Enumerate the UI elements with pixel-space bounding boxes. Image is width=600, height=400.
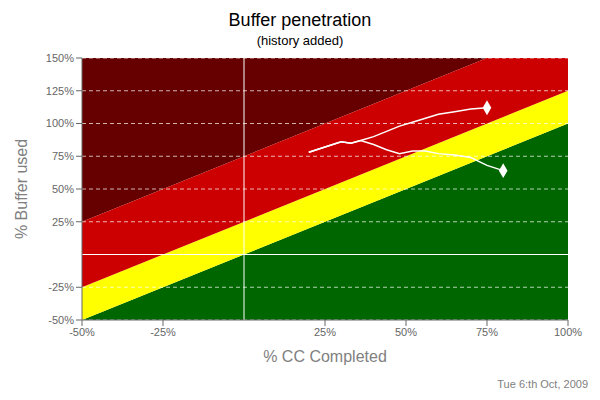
svg-text:% CC Completed: % CC Completed xyxy=(263,348,387,365)
svg-text:-50%: -50% xyxy=(69,326,95,338)
svg-text:150%: 150% xyxy=(46,52,74,64)
svg-text:100%: 100% xyxy=(554,326,582,338)
svg-text:25%: 25% xyxy=(314,326,336,338)
svg-text:50%: 50% xyxy=(395,326,417,338)
svg-text:50%: 50% xyxy=(52,183,74,195)
svg-text:75%: 75% xyxy=(476,326,498,338)
svg-text:-25%: -25% xyxy=(150,326,176,338)
html-text:Tue 6:th Oct, 2009: Tue 6:th Oct, 2009 xyxy=(497,378,588,390)
svg-text:-25%: -25% xyxy=(48,281,74,293)
html-text:(history added): (history added) xyxy=(256,33,344,48)
svg-text:% Buffer used: % Buffer used xyxy=(13,139,30,239)
svg-text:125%: 125% xyxy=(46,85,74,97)
html-text:Buffer penetration: Buffer penetration xyxy=(228,10,372,30)
svg-text:100%: 100% xyxy=(46,117,74,129)
svg-text:75%: 75% xyxy=(52,150,74,162)
svg-text:-50%: -50% xyxy=(48,314,74,326)
svg-text:25%: 25% xyxy=(52,216,74,228)
